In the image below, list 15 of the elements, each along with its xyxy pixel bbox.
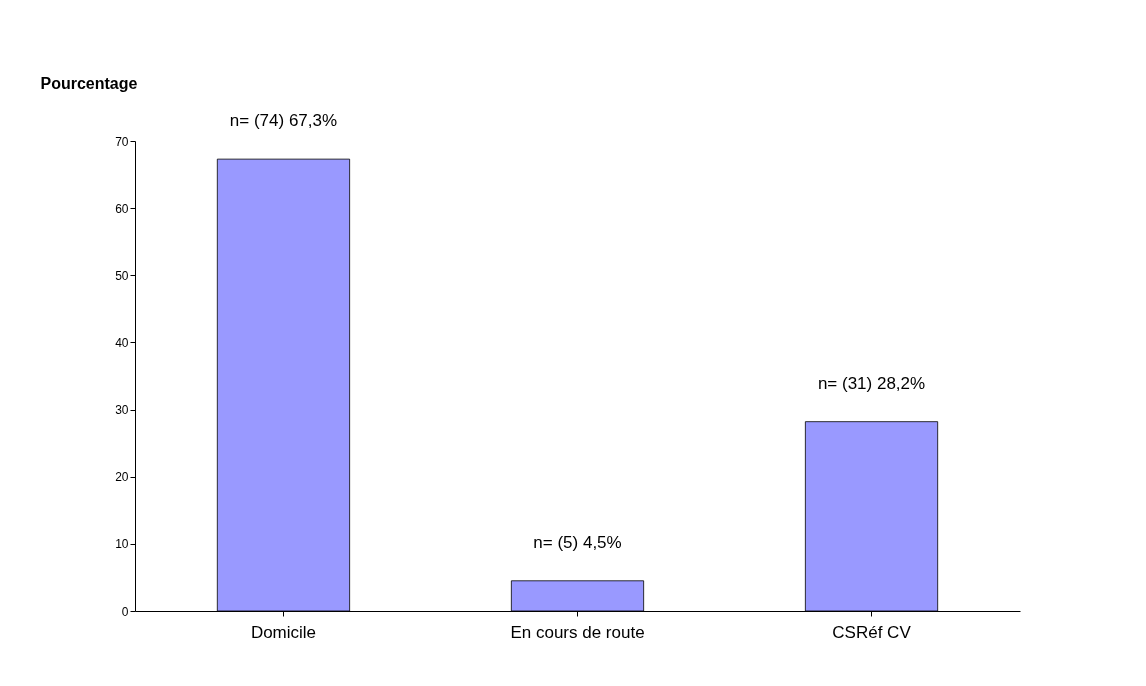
y-tick-label: 70 [115, 134, 129, 149]
y-tick-label: 40 [115, 335, 129, 350]
data-label: n= (74) 67,3% [229, 111, 338, 131]
data-label: n= (31) 28,2% [817, 373, 926, 393]
x-tick-label: En cours de route [510, 622, 645, 642]
data-label: n= (5) 4,5% [533, 532, 622, 552]
y-axis-title: Pourcentage [40, 74, 138, 92]
y-tick-label: 20 [115, 470, 129, 485]
x-tick-label: Domicile [250, 622, 317, 642]
y-tick-label: 0 [121, 604, 129, 619]
y-tick-label: 30 [115, 403, 129, 418]
y-tick-label: 50 [115, 268, 129, 283]
y-tick-label: 10 [115, 537, 129, 552]
y-tick-label: 60 [115, 201, 129, 216]
x-tick-label: CSRéf CV [832, 622, 912, 642]
